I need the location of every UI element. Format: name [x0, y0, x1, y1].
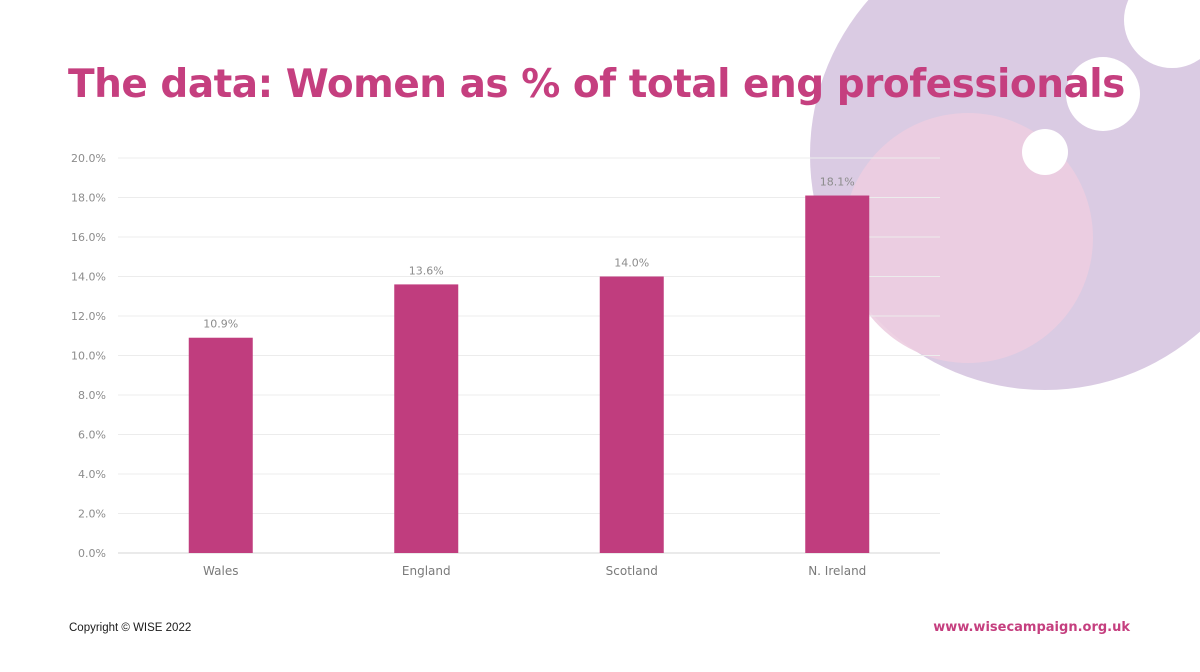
bar-wales	[188, 337, 253, 553]
y-axis-ticks: 0.0% 2.0% 4.0% 6.0% 8.0% 10.0% 12.0% 14.0% 16.0%…	[71, 152, 106, 560]
x-category-label: England	[402, 564, 451, 578]
y-tick-label: 10.0%	[71, 350, 106, 363]
x-category-label: N. Ireland	[808, 564, 866, 578]
bar-england	[394, 284, 459, 553]
y-tick-label: 2.0%	[78, 508, 106, 521]
y-tick-label: 8.0%	[78, 389, 106, 402]
y-tick-label: 16.0%	[71, 231, 106, 244]
data-label: 14.0%	[614, 257, 649, 270]
y-tick-label: 18.0%	[71, 192, 106, 205]
copyright-text: Copyright © WISE 2022	[69, 622, 192, 634]
y-tick-label: 20.0%	[71, 152, 106, 165]
y-tick-label: 12.0%	[71, 310, 106, 323]
data-label: 13.6%	[409, 264, 444, 277]
y-tick-label: 6.0%	[78, 429, 106, 442]
page-title: The data: Women as % of total eng profes…	[68, 62, 1125, 107]
gridlines	[118, 157, 940, 554]
data-label: 18.1%	[820, 176, 855, 189]
y-tick-label: 4.0%	[78, 468, 106, 481]
x-category-label: Scotland	[606, 564, 658, 578]
y-tick-label: 14.0%	[71, 271, 106, 284]
y-tick-label: 0.0%	[78, 547, 106, 560]
x-axis-categories: Wales England Scotland N. Ireland	[203, 564, 866, 578]
value-labels: 10.9% 13.6% 14.0% 18.1%	[203, 176, 854, 331]
bars	[188, 195, 870, 553]
website-link[interactable]: www.wisecampaign.org.uk	[933, 620, 1130, 635]
bar-scotland	[599, 276, 664, 553]
bar-n-ireland	[805, 195, 870, 553]
x-category-label: Wales	[203, 564, 238, 578]
data-label: 10.9%	[203, 318, 238, 331]
